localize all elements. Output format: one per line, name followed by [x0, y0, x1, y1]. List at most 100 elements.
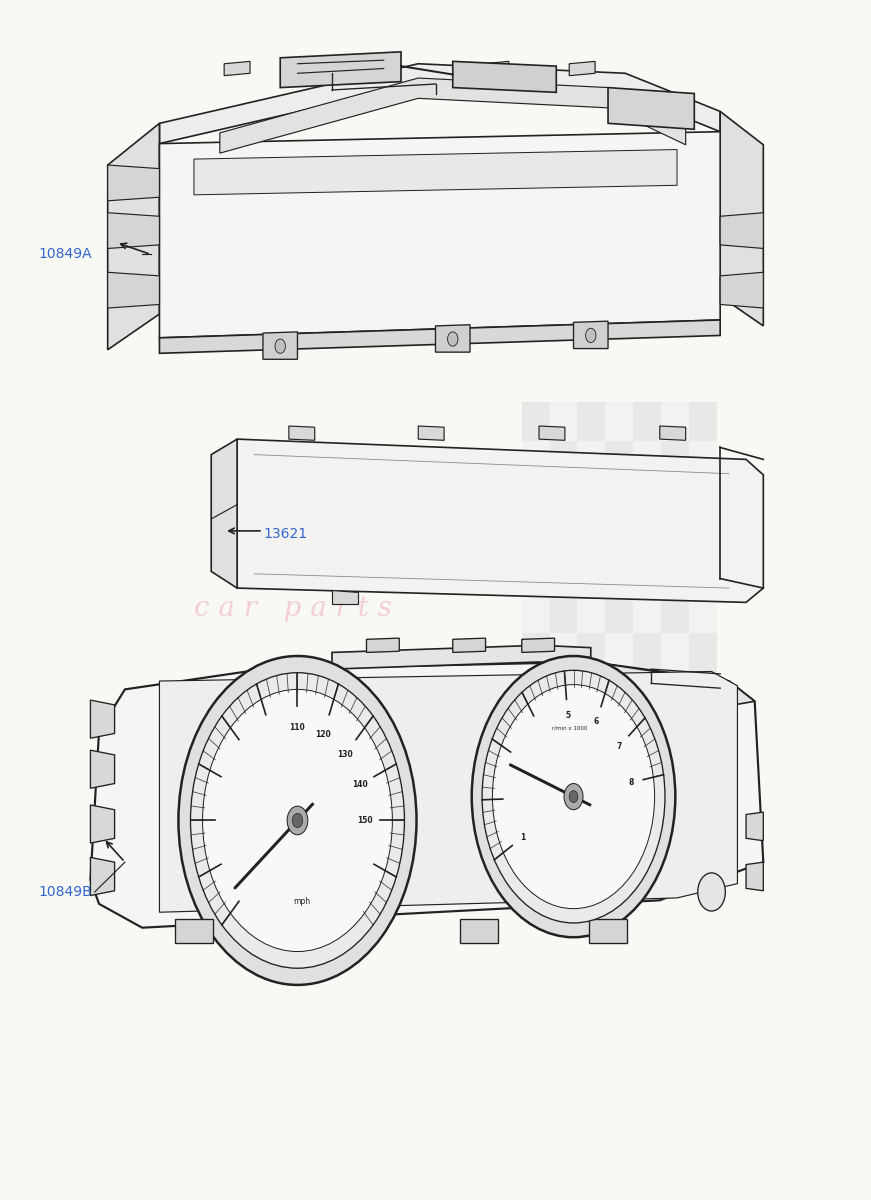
Polygon shape [280, 52, 401, 88]
Bar [577, 440, 605, 479]
Polygon shape [332, 590, 358, 604]
Bar [605, 402, 633, 440]
Text: mph: mph [294, 896, 310, 906]
Polygon shape [608, 88, 694, 130]
Polygon shape [159, 64, 720, 144]
Bar [689, 479, 717, 517]
Circle shape [191, 673, 404, 968]
Polygon shape [310, 61, 336, 76]
Polygon shape [453, 638, 485, 653]
Bar [577, 402, 605, 440]
Polygon shape [483, 61, 509, 76]
Bar [633, 556, 661, 594]
Polygon shape [589, 919, 627, 943]
Polygon shape [108, 124, 159, 349]
Bar [605, 634, 633, 672]
Polygon shape [108, 166, 159, 200]
Polygon shape [91, 662, 763, 928]
Bar [633, 479, 661, 517]
Polygon shape [108, 272, 159, 308]
Circle shape [179, 656, 416, 985]
Polygon shape [91, 805, 115, 844]
Bar [661, 517, 689, 556]
Bar [689, 594, 717, 634]
Circle shape [275, 340, 286, 353]
Circle shape [482, 671, 665, 923]
Text: 150: 150 [357, 816, 373, 824]
Bar [633, 594, 661, 634]
Polygon shape [608, 665, 754, 707]
Polygon shape [159, 320, 720, 353]
Polygon shape [539, 426, 565, 440]
Text: 130: 130 [337, 750, 353, 760]
Bar [577, 479, 605, 517]
Text: 10849A: 10849A [38, 247, 92, 262]
Polygon shape [332, 646, 591, 670]
Polygon shape [453, 61, 557, 92]
Polygon shape [219, 78, 685, 154]
Polygon shape [159, 132, 720, 338]
Bar [550, 634, 577, 672]
Bar [577, 594, 605, 634]
Bar [522, 440, 550, 479]
Bar [633, 440, 661, 479]
Bar [550, 517, 577, 556]
Circle shape [448, 332, 458, 346]
Text: 7: 7 [617, 742, 622, 751]
Text: 8: 8 [629, 778, 634, 787]
Polygon shape [460, 919, 497, 943]
Bar [661, 594, 689, 634]
Bar [689, 402, 717, 440]
Polygon shape [91, 750, 115, 788]
Text: 120: 120 [315, 730, 331, 739]
Circle shape [585, 329, 596, 343]
Polygon shape [418, 426, 444, 440]
Polygon shape [720, 112, 763, 326]
Bar [661, 440, 689, 479]
Bar [522, 402, 550, 440]
Polygon shape [91, 700, 115, 738]
Circle shape [203, 689, 392, 952]
Bar [633, 517, 661, 556]
Circle shape [564, 784, 583, 810]
Bar [550, 440, 577, 479]
Polygon shape [746, 862, 763, 890]
Polygon shape [108, 212, 159, 248]
Polygon shape [720, 212, 763, 248]
Bar [522, 517, 550, 556]
Polygon shape [289, 426, 314, 440]
Bar [522, 594, 550, 634]
Polygon shape [660, 426, 685, 440]
Text: 10849B: 10849B [38, 884, 92, 899]
Bar [550, 479, 577, 517]
Polygon shape [522, 638, 555, 653]
Bar [605, 479, 633, 517]
Bar [661, 556, 689, 594]
Text: r/min x 1000: r/min x 1000 [551, 725, 587, 730]
Bar [689, 634, 717, 672]
Bar [577, 634, 605, 672]
Circle shape [570, 791, 577, 803]
Polygon shape [720, 272, 763, 308]
Text: 110: 110 [289, 724, 306, 732]
Polygon shape [175, 919, 213, 943]
Bar [689, 440, 717, 479]
Polygon shape [91, 857, 115, 895]
Text: 1: 1 [520, 833, 525, 841]
Bar [661, 634, 689, 672]
Text: 5: 5 [565, 712, 571, 720]
Circle shape [472, 656, 675, 937]
Text: 6: 6 [594, 718, 599, 726]
Polygon shape [570, 61, 595, 76]
Polygon shape [746, 812, 763, 841]
Bar [605, 440, 633, 479]
Bar [577, 556, 605, 594]
Circle shape [287, 806, 307, 835]
Bar [633, 634, 661, 672]
Bar [605, 556, 633, 594]
Text: 140: 140 [352, 780, 368, 790]
Polygon shape [224, 61, 250, 76]
Bar [689, 517, 717, 556]
Bar [577, 517, 605, 556]
Polygon shape [263, 332, 298, 359]
